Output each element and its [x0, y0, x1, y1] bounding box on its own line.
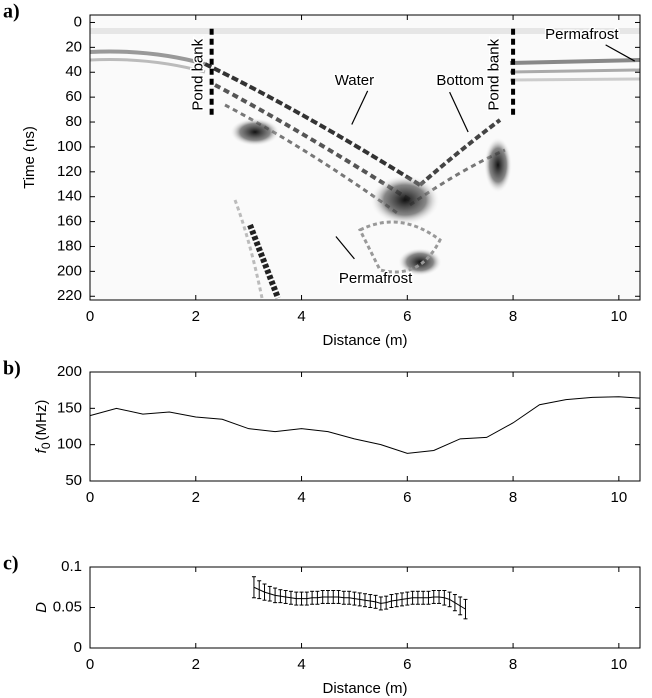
y-tick-label: 100 — [57, 138, 82, 155]
x-tick-label: 10 — [611, 308, 628, 325]
y-axis-label: f0(MHz) — [33, 400, 53, 454]
y-tick-label: 0.05 — [53, 598, 82, 615]
panel-label: c) — [3, 553, 19, 575]
x-axis-label: Distance (m) — [322, 680, 407, 697]
x-tick-label: 10 — [611, 656, 628, 673]
y-axis-label: Time (ns) — [21, 126, 38, 189]
y-tick-label: 0 — [74, 639, 82, 656]
y-tick-label: 0.1 — [61, 558, 82, 575]
x-tick-label: 4 — [297, 489, 305, 506]
panel-label: a) — [3, 1, 20, 23]
y-tick-label: 150 — [57, 399, 82, 416]
data-line — [89, 396, 641, 454]
x-tick-label: 6 — [403, 308, 411, 325]
plot-frame — [89, 14, 641, 301]
x-axis-label: Distance (m) — [322, 332, 407, 349]
y-tick-label: 180 — [57, 237, 82, 254]
x-tick-label: 4 — [297, 308, 305, 325]
y-tick-label: 0 — [74, 13, 82, 30]
annotation: Pond bank — [189, 38, 206, 110]
y-tick-label: 160 — [57, 213, 82, 230]
panel-label: b) — [3, 358, 21, 380]
plot-frame — [89, 566, 641, 649]
x-tick-label: 10 — [611, 489, 628, 506]
data-line — [253, 586, 466, 610]
x-tick-label: 2 — [192, 308, 200, 325]
y-tick-label: 40 — [65, 63, 82, 80]
x-tick-label: 0 — [86, 656, 94, 673]
annotation-leader — [335, 236, 355, 260]
x-tick-label: 6 — [403, 489, 411, 506]
x-tick-label: 8 — [509, 489, 517, 506]
annotation-leader — [351, 90, 369, 125]
annotation: Water — [335, 72, 374, 89]
annotation-leader — [449, 91, 469, 133]
y-label-subscript: 0 — [39, 442, 53, 449]
y-tick-label: 140 — [57, 188, 82, 205]
x-tick-label: 8 — [509, 656, 517, 673]
y-tick-label: 60 — [65, 88, 82, 105]
y-tick-label: 100 — [57, 436, 82, 453]
y-label-symbol: f — [33, 447, 50, 453]
plot-frame — [89, 371, 641, 482]
annotation: Pond bank — [486, 38, 503, 110]
x-tick-label: 6 — [403, 656, 411, 673]
y-label-unit: (MHz) — [33, 400, 50, 441]
x-tick-label: 2 — [192, 489, 200, 506]
y-tick-label: 200 — [57, 363, 82, 380]
x-tick-label: 0 — [86, 489, 94, 506]
y-tick-label: 220 — [57, 287, 82, 304]
x-tick-label: 4 — [297, 656, 305, 673]
annotation: Permafrost — [545, 26, 619, 43]
y-tick-label: 20 — [65, 38, 82, 55]
annotation-leader — [605, 44, 636, 62]
y-axis-label: D — [33, 602, 50, 613]
radargram — [90, 15, 640, 300]
y-tick-label: 120 — [57, 163, 82, 180]
annotation: Permafrost — [339, 270, 413, 287]
x-tick-label: 2 — [192, 656, 200, 673]
x-tick-label: 8 — [509, 308, 517, 325]
y-tick-label: 200 — [57, 262, 82, 279]
y-tick-label: 50 — [65, 472, 82, 489]
x-tick-label: 0 — [86, 308, 94, 325]
annotation: Bottom — [436, 72, 484, 89]
y-tick-label: 80 — [65, 113, 82, 130]
